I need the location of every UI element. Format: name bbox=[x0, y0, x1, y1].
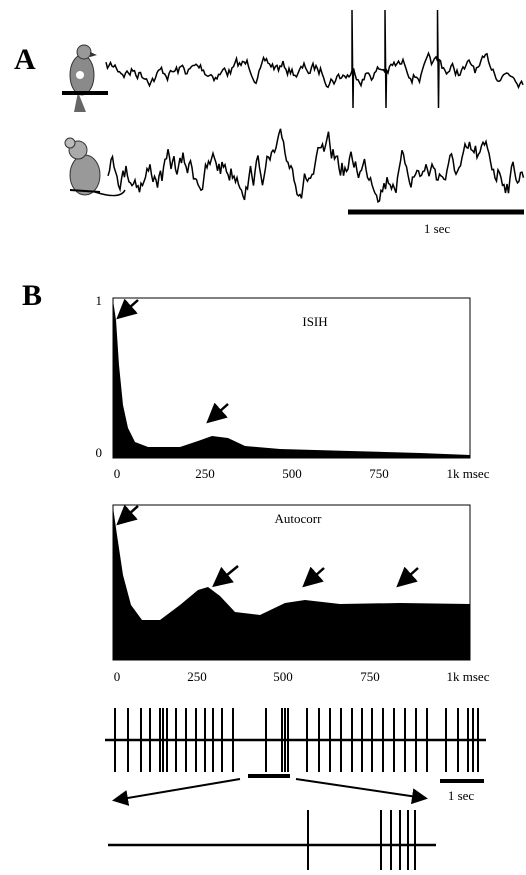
histogram bbox=[113, 300, 470, 458]
spike-raster bbox=[307, 810, 416, 870]
x-tick-label: 750 bbox=[360, 669, 380, 684]
y-tick-label: 0 bbox=[96, 445, 103, 460]
histogram bbox=[113, 507, 470, 660]
arrow bbox=[302, 566, 325, 588]
scale-label: 1 sec bbox=[424, 221, 451, 236]
arrow bbox=[396, 566, 419, 588]
bird-icon bbox=[62, 44, 108, 112]
x-axis-labels: 0 250 500 750 1k msec bbox=[114, 466, 490, 481]
x-tick-label: 500 bbox=[282, 466, 302, 481]
y-tick-label: 1 bbox=[96, 293, 103, 308]
rat-icon bbox=[64, 137, 126, 197]
x-tick-label: 0 bbox=[114, 466, 121, 481]
x-tick-label: 250 bbox=[195, 466, 215, 481]
x-tick-label: 250 bbox=[187, 669, 207, 684]
arrow bbox=[116, 504, 139, 526]
panel-label: A bbox=[14, 43, 36, 76]
voltage-trace bbox=[105, 9, 524, 109]
x-tick-label: 500 bbox=[273, 669, 293, 684]
plot-title: Autocorr bbox=[275, 511, 323, 526]
arrow bbox=[212, 565, 239, 588]
scale-label: 1 sec bbox=[448, 788, 475, 803]
x-tick-label: 0 bbox=[114, 669, 121, 684]
x-tick-label: 1k msec bbox=[447, 669, 490, 684]
voltage-trace bbox=[107, 128, 525, 204]
plot-title: ISIH bbox=[302, 314, 327, 329]
arrow bbox=[112, 778, 241, 806]
arrow bbox=[295, 778, 428, 805]
x-tick-label: 1k msec bbox=[447, 466, 490, 481]
x-tick-label: 750 bbox=[369, 466, 389, 481]
panel-label: B bbox=[22, 279, 42, 312]
plot-frame bbox=[112, 297, 471, 459]
arrow bbox=[206, 402, 229, 424]
arrow bbox=[116, 298, 139, 320]
spike-raster bbox=[114, 708, 479, 772]
x-axis-labels: 0 250 500 750 1k msec bbox=[114, 669, 490, 684]
